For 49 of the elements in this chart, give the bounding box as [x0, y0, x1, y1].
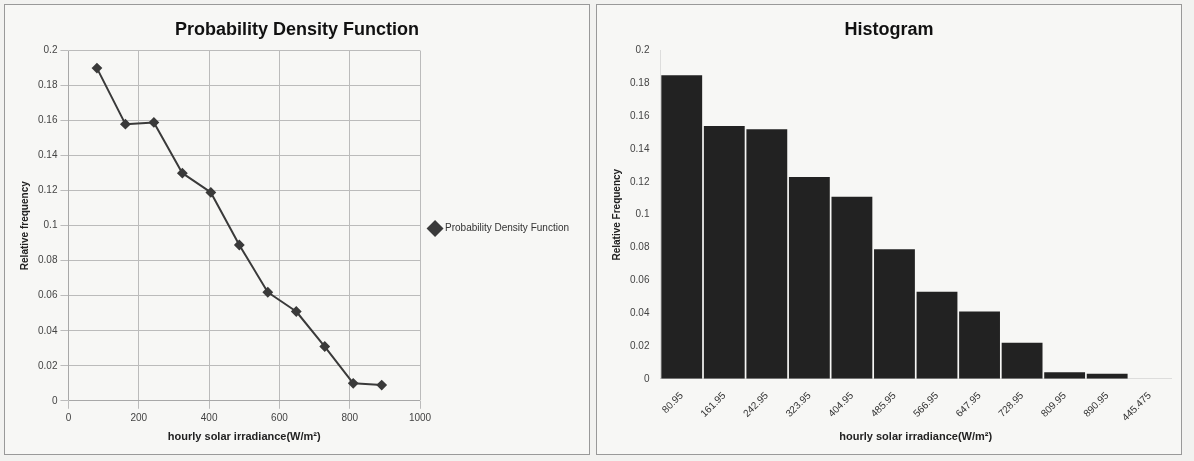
point [120, 119, 131, 130]
y-tick-label: 0.1 [43, 219, 58, 231]
point [148, 117, 159, 128]
point [234, 239, 245, 250]
y-tick-label: 0.12 [629, 175, 650, 187]
y-tick-label: 0.16 [37, 114, 58, 126]
y-tick-label: 0.02 [629, 339, 650, 351]
bar [959, 311, 1000, 379]
point [205, 187, 216, 198]
x-tick-label: 400 [200, 411, 218, 423]
x-axis-title: hourly solar irradiance(W/m²) [167, 430, 321, 443]
x-tick-label: 1000 [408, 411, 432, 423]
y-tick-label: 0.02 [37, 359, 58, 371]
y-tick-label: 0.18 [37, 79, 58, 91]
y-tick-label: 0.18 [629, 77, 650, 89]
y-tick-label: 0.08 [629, 241, 650, 253]
y-tick-label: 0.16 [629, 109, 650, 121]
y-tick-label: 0.06 [37, 289, 58, 301]
point [177, 168, 188, 179]
point [348, 378, 359, 389]
point [262, 287, 273, 298]
x-tick-label: 0 [65, 411, 72, 423]
y-tick-label: 0.14 [629, 142, 650, 154]
chart-title: Histogram [844, 18, 934, 39]
x-tick-label: 800 [341, 411, 359, 423]
y-axis-title: Relative frequency [18, 180, 30, 271]
y-tick-label: 0.2 [43, 44, 58, 56]
legend-label: Probability Density Function [445, 222, 570, 234]
chart-title: Probability Density Function [174, 18, 420, 39]
y-tick-label: 0.06 [629, 274, 650, 286]
bar [916, 291, 958, 379]
y-tick-label: 0 [643, 372, 650, 384]
y-axis-title: Relative Frequency [610, 168, 622, 261]
y-tick-label: 0.12 [37, 184, 58, 196]
y-tick-label: 0.04 [629, 306, 650, 318]
y-tick-label: 0.2 [635, 44, 650, 56]
point [291, 306, 302, 317]
y-tick-label: 0.08 [37, 254, 58, 266]
y-tick-label: 0.1 [635, 208, 650, 220]
point [376, 380, 387, 391]
y-tick-label: 0.04 [37, 324, 58, 336]
point [91, 63, 102, 74]
point [319, 341, 330, 352]
x-tick-label: 200 [130, 411, 148, 423]
y-tick-label: 0.14 [37, 149, 58, 161]
bar [874, 249, 915, 379]
bar [661, 75, 703, 379]
x-axis-title: hourly solar irradiance(W/m²) [839, 430, 993, 443]
x-tick-label: 600 [271, 411, 289, 423]
